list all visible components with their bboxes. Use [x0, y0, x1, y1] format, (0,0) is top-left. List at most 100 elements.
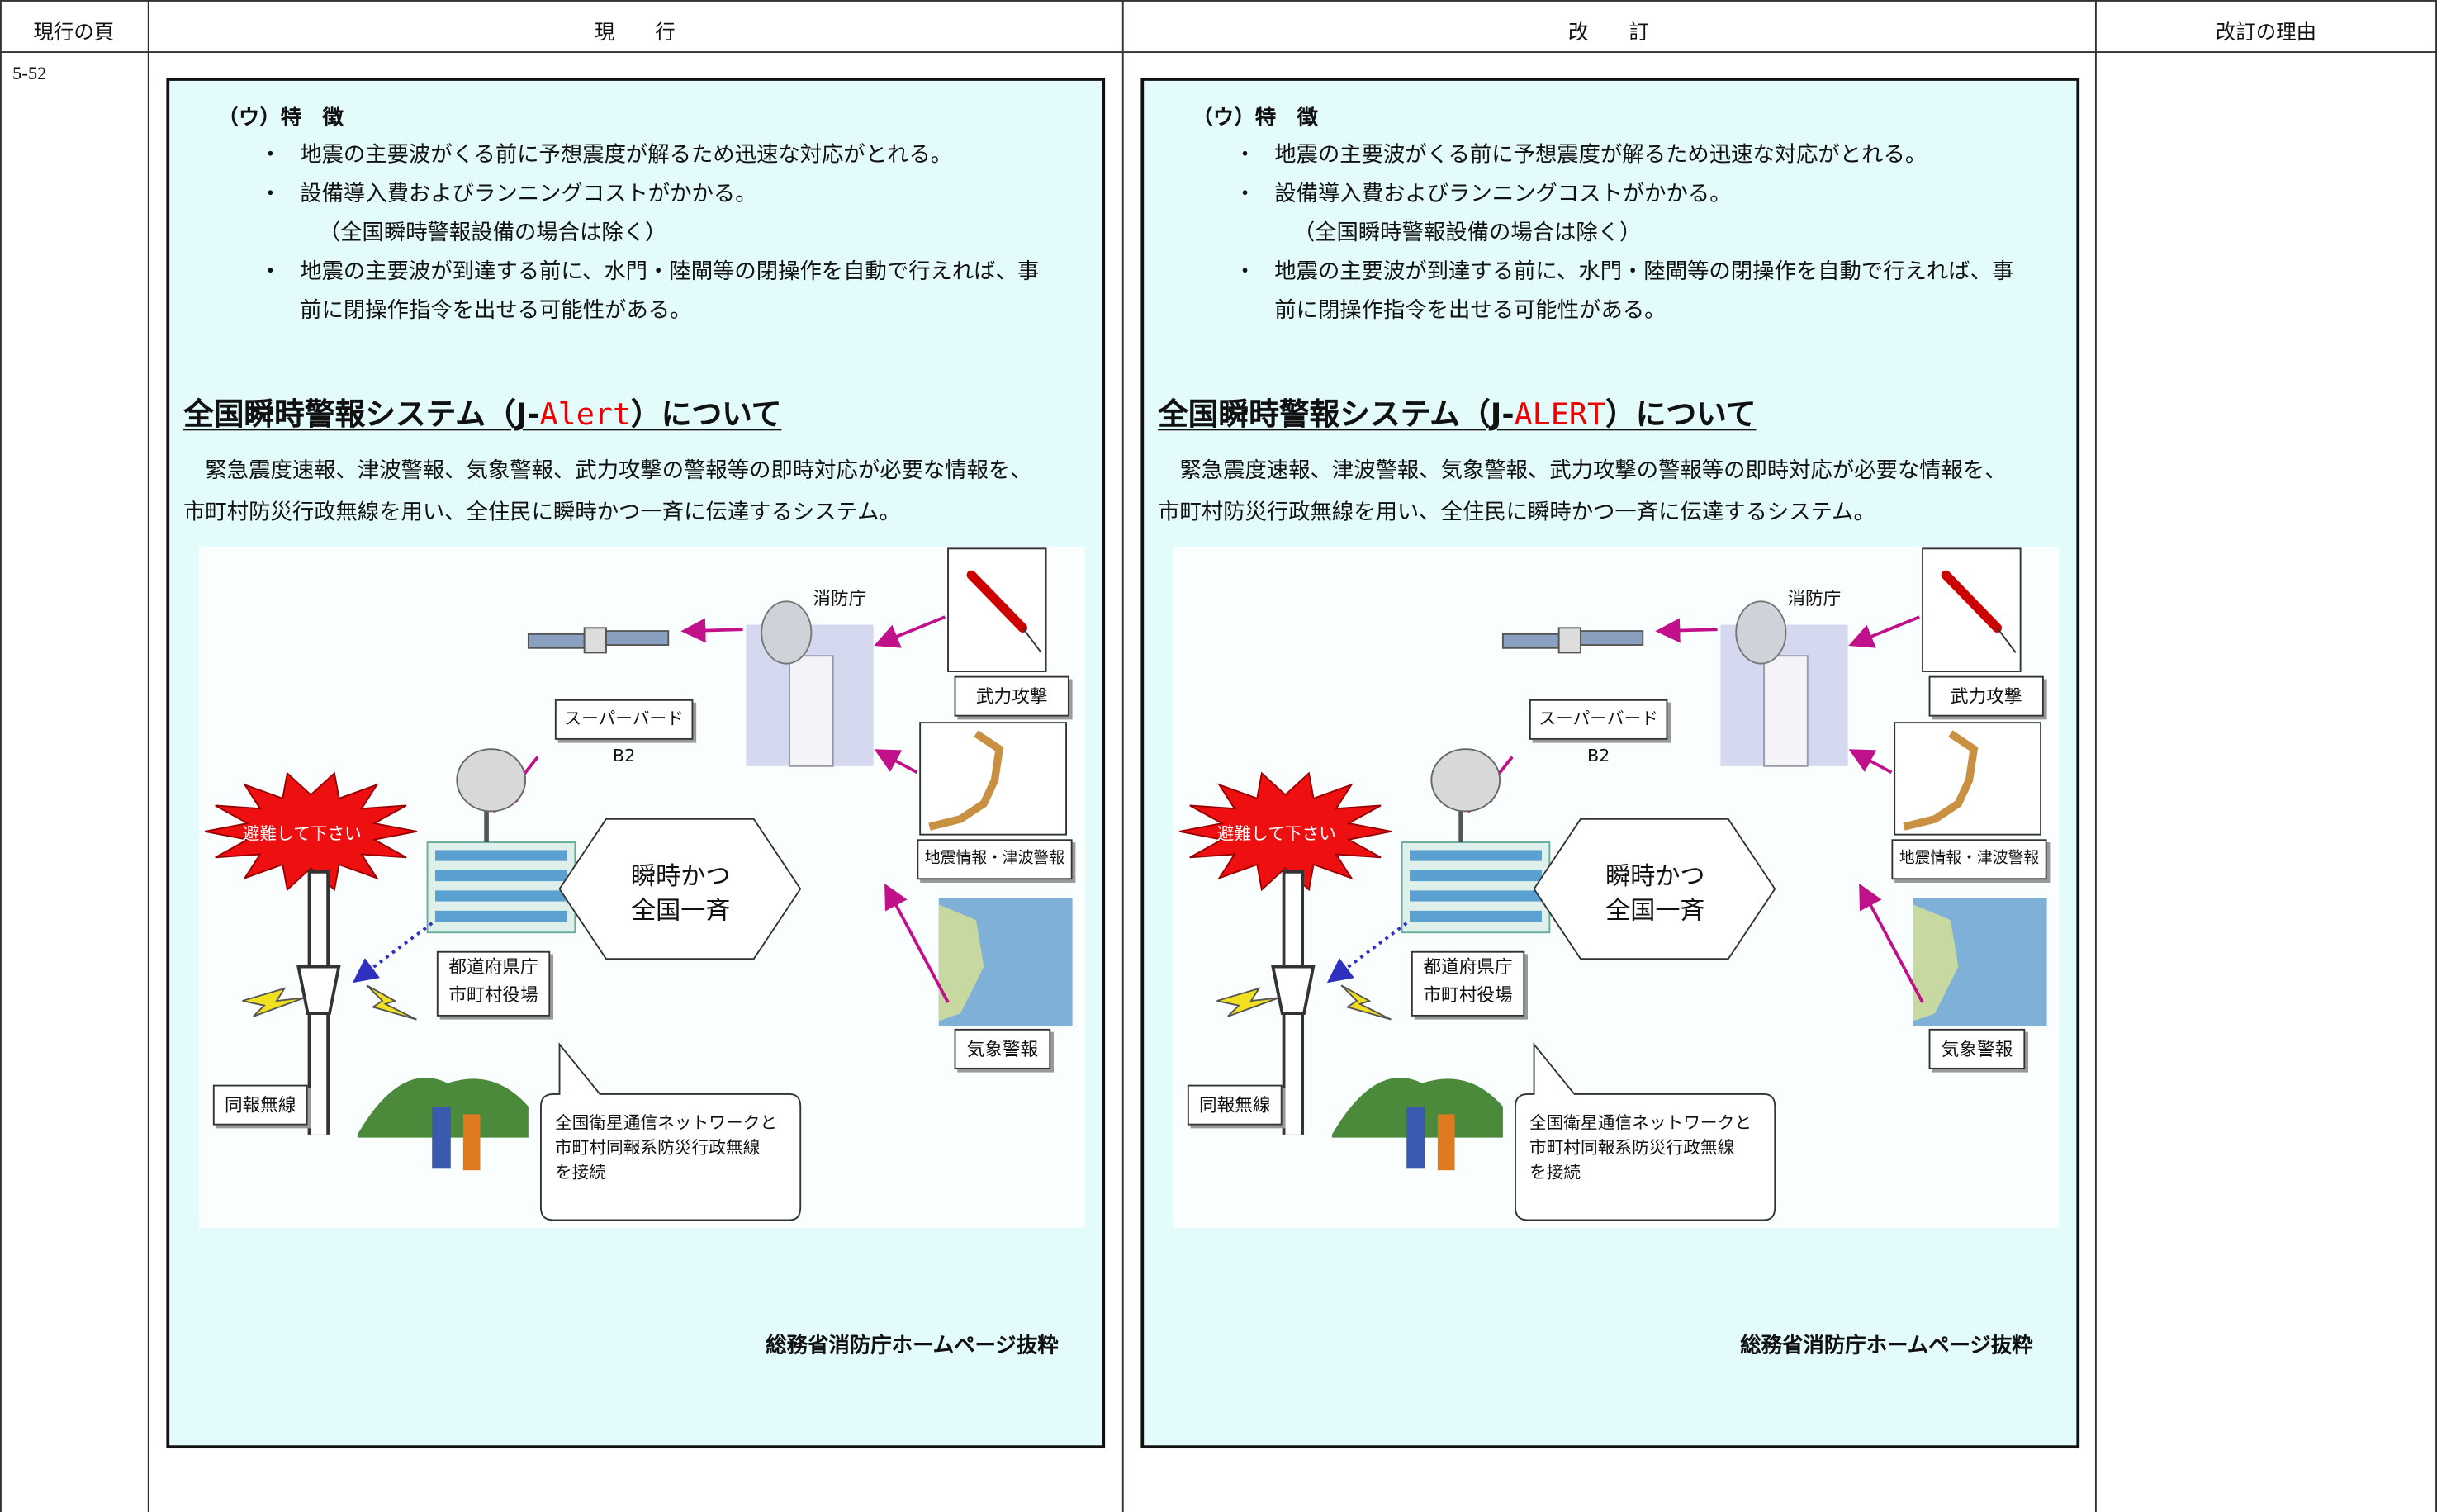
arrow	[680, 618, 743, 643]
rule	[0, 0, 2, 1512]
satellite-panel	[527, 633, 586, 649]
label: 市町村同報系防災行政無線	[1529, 1137, 1735, 1159]
diagram-art	[1178, 547, 2047, 1221]
bullet-text: 前に閉操作指令を出せる可能性がある。	[300, 300, 692, 324]
person	[432, 1106, 451, 1169]
bullet: ・	[1234, 145, 1256, 168]
land	[938, 904, 984, 1021]
label: 瞬時かつ	[631, 860, 731, 891]
satellite-body	[1557, 627, 1581, 654]
speaker	[1271, 965, 1316, 1015]
bullet-text: （全国瞬時警報設備の場合は除く）	[1292, 222, 1642, 246]
satellite-panel	[1501, 633, 1560, 649]
rocket-trail	[1022, 627, 1042, 654]
dotted-arrow	[352, 922, 434, 984]
window-row	[1409, 890, 1542, 902]
bullet-text: 地震の主要波がくる前に予想震度が解るため迅速な対応がとれる。	[300, 145, 953, 168]
label: 同報無線	[212, 1084, 308, 1126]
bullet: ・	[1234, 261, 1256, 285]
speech-shape	[1533, 818, 1776, 960]
tower	[1763, 655, 1809, 767]
column-header: 現 行	[594, 20, 676, 44]
rocket	[1941, 570, 2003, 633]
callout	[1515, 1042, 1776, 1221]
diagram: 消防庁 武力攻撃 地震情報・津波警報 気象警報 スーパーバードB2 避難して下さい 都道府県…	[198, 547, 1085, 1228]
section-title: 全国瞬時警報システム（J-ALERT）について	[1158, 389, 1756, 434]
bullet-text: （全国瞬時警報設備の場合は除く）	[318, 222, 667, 246]
rocket	[966, 570, 1028, 633]
dish	[1430, 748, 1501, 813]
window-row	[1409, 850, 1542, 861]
dish	[761, 600, 813, 665]
arrow	[874, 615, 946, 648]
label: 武力攻撃	[954, 675, 1069, 717]
coast	[1903, 730, 1979, 831]
section-title: 全国瞬時警報システム（J-Alert）について	[183, 389, 781, 434]
label: 消防庁	[813, 587, 867, 609]
rocket-trail	[1996, 627, 2017, 654]
label: 都道府県庁市町村役場	[1411, 950, 1525, 1017]
person	[1437, 1114, 1455, 1171]
source: 総務省消防庁ホームページ抜粋	[766, 1333, 1059, 1358]
label: 武力攻撃	[1928, 675, 2044, 717]
label: 同報無線	[1187, 1084, 1283, 1126]
label-line: 市町村役場	[1423, 984, 1513, 1006]
paragraph-line: 緊急震度速報、津波警報、気象警報、武力攻撃の警報等の即時対応が必要な情報を、	[1158, 460, 2007, 484]
arrow	[1859, 883, 1924, 1003]
label: 気象警報	[1928, 1028, 2026, 1069]
paragraph-line: 市町村防災行政無線を用い、全住民に瞬時かつ一斉に伝達するシステム。	[183, 501, 901, 526]
label-line: 都道府県庁	[1423, 955, 1513, 978]
label: スーパーバードB2	[1529, 699, 1668, 766]
rule	[0, 51, 2437, 53]
rule	[147, 0, 149, 1512]
label: 地震情報・津波警報	[1891, 839, 2047, 880]
column-header: 改 訂	[1567, 20, 1649, 44]
column-header: 現行の頁	[33, 20, 115, 44]
diagram-art	[204, 547, 1073, 1221]
dish	[1735, 600, 1787, 665]
bullet: ・	[1234, 183, 1256, 207]
rule	[0, 0, 2437, 2]
bullet: ・	[259, 145, 282, 168]
burst	[1178, 771, 1392, 892]
speaker	[296, 965, 341, 1015]
label: を接続	[1529, 1162, 1581, 1183]
bullet: ・	[259, 261, 282, 285]
diagram: 消防庁武力攻撃地震情報・津波警報気象警報 スーパーバードB2 避難して下さい都道府県…	[1173, 547, 2060, 1228]
panel: （ウ）特 徴・地震の主要波がくる前に予想震度が解るため迅速な対応がとれる。・設備…	[1140, 78, 2080, 1449]
paragraph-line: 緊急震度速報、津波警報、気象警報、武力攻撃の警報等の即時対応が必要な情報を、	[183, 460, 1032, 484]
rule	[2094, 0, 2097, 1512]
window-row	[1409, 910, 1542, 922]
title-highlight: ALERT	[1514, 396, 1606, 433]
tower	[789, 655, 834, 767]
label: を接続	[554, 1162, 606, 1183]
bullet-text: 設備導入費およびランニングコストがかかる。	[300, 183, 757, 207]
label: 瞬時かつ	[1605, 860, 1705, 891]
window-row	[434, 850, 567, 861]
label: 全国一斉	[631, 895, 731, 925]
rocket-box	[947, 547, 1047, 672]
arrow	[1848, 749, 1893, 775]
coast	[928, 730, 1004, 831]
rule	[2435, 0, 2437, 1512]
dotted-arrow	[1326, 922, 1408, 984]
title-text: ）について	[631, 396, 782, 433]
heading: （ウ）特 徴	[1192, 105, 1318, 130]
rocket-box	[1922, 547, 2022, 672]
bolt	[1216, 987, 1280, 1017]
burst	[204, 771, 417, 892]
dish	[456, 748, 527, 813]
label: 地震情報・津波警報	[917, 839, 1073, 880]
label: 消防庁	[1787, 587, 1842, 609]
label-line: 市町村役場	[448, 984, 538, 1006]
arrow	[884, 883, 950, 1003]
label: 全国一斉	[1605, 895, 1705, 925]
label: 避難して下さい	[1216, 823, 1336, 844]
title-highlight: Alert	[539, 396, 632, 433]
bullet-text: 地震の主要波が到達する前に、水門・陸閘等の閉操作を自動で行えれば、事	[300, 261, 1040, 285]
window-row	[434, 870, 567, 882]
rule	[1121, 0, 1124, 1512]
person	[1406, 1106, 1425, 1169]
